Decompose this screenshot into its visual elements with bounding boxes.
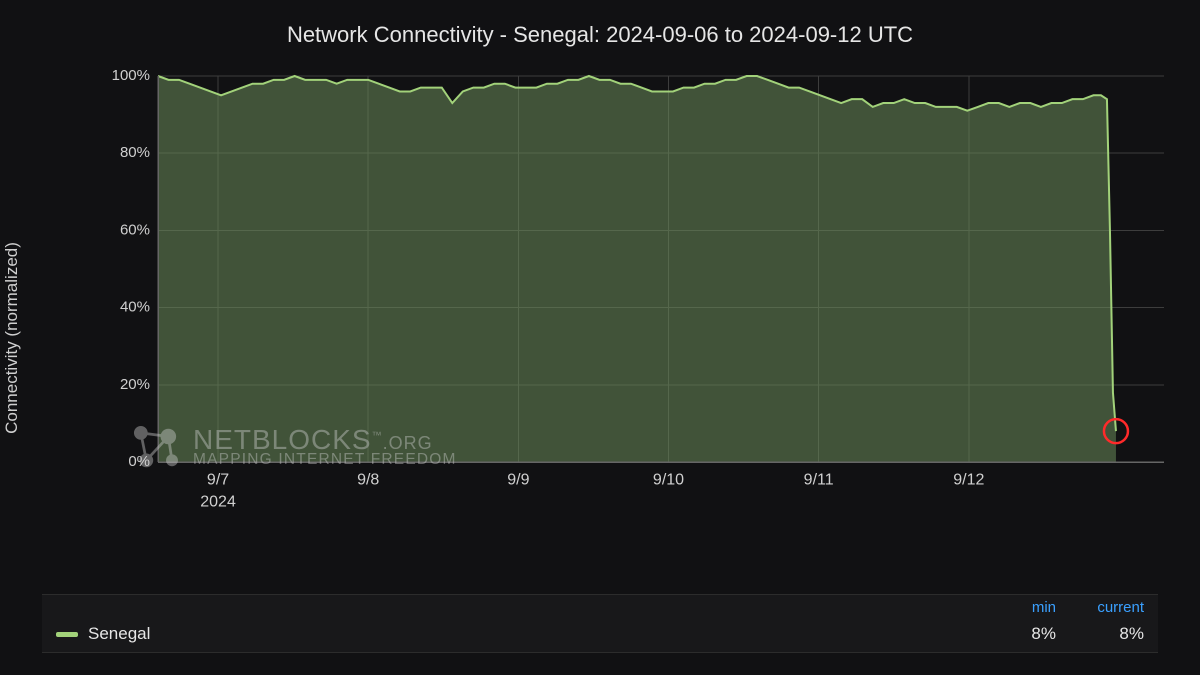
legend: min current Senegal 8% 8% (42, 594, 1158, 653)
svg-text:40%: 40% (120, 299, 150, 316)
chart-title: Network Connectivity - Senegal: 2024-09-… (0, 22, 1200, 48)
svg-text:9/12: 9/12 (953, 471, 984, 488)
svg-text:0%: 0% (128, 453, 150, 470)
legend-min-value: 8% (996, 624, 1056, 644)
svg-text:9/8: 9/8 (357, 471, 379, 488)
legend-col-min: min (996, 599, 1056, 616)
svg-text:100%: 100% (112, 70, 150, 84)
legend-header: min current (42, 595, 1158, 618)
legend-label: Senegal (88, 624, 968, 644)
svg-text:20%: 20% (120, 376, 150, 393)
svg-text:9/11: 9/11 (804, 471, 834, 488)
plot-area: 0% 20% 40% 60% 80% 100% 9/7 9/8 9/9 9/10 9/11 9/12 2… (110, 70, 1170, 510)
chart-svg: 0% 20% 40% 60% 80% 100% 9/7 9/8 9/9 9/10 9/11 9/12 2… (110, 70, 1170, 510)
svg-text:80%: 80% (120, 144, 150, 161)
legend-row: Senegal 8% 8% (42, 618, 1158, 652)
y-axis-label: Connectivity (normalized) (2, 242, 22, 434)
svg-text:2024: 2024 (200, 493, 236, 510)
svg-text:9/9: 9/9 (507, 471, 529, 488)
legend-col-current: current (1084, 599, 1144, 616)
svg-text:60%: 60% (120, 221, 150, 238)
svg-text:9/7: 9/7 (207, 471, 229, 488)
legend-current-value: 8% (1084, 624, 1144, 644)
legend-swatch (56, 632, 78, 637)
svg-text:9/10: 9/10 (653, 471, 684, 488)
